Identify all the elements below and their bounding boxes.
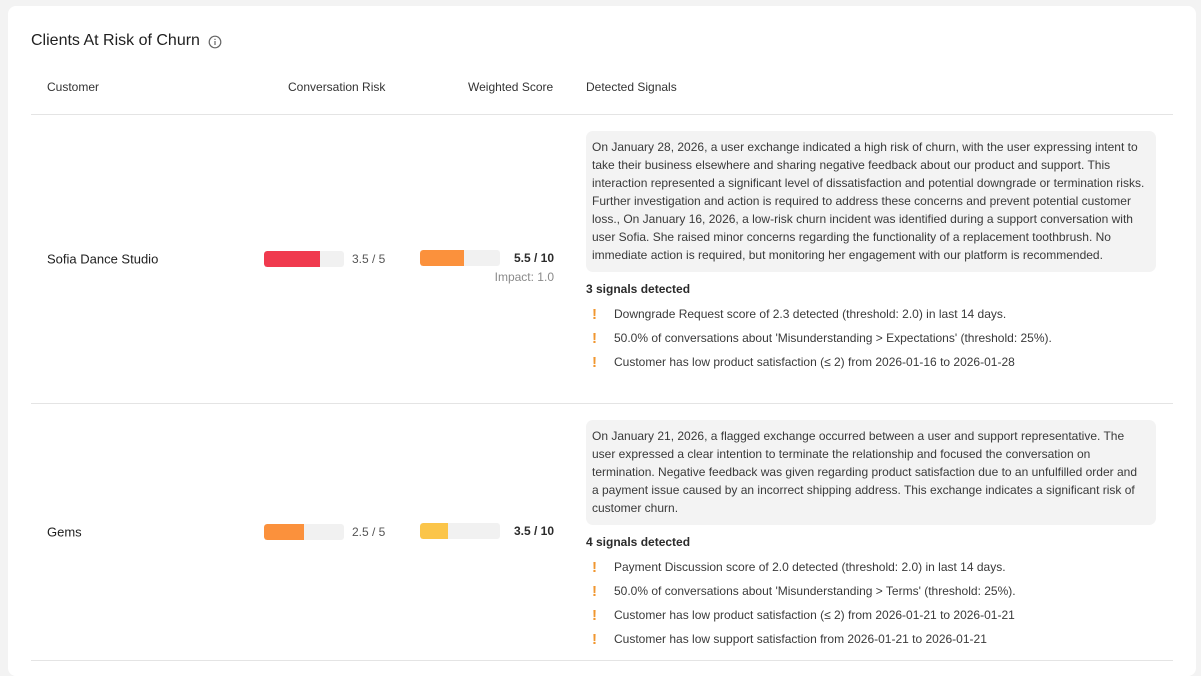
- signal-text: Payment Discussion score of 2.0 detected…: [614, 560, 1006, 574]
- risk-value: 3.5 / 5: [352, 252, 386, 266]
- warning-icon: !: [592, 329, 597, 347]
- table-header: Customer Conversation Risk Weighted Scor…: [31, 66, 1173, 115]
- risk-value: 2.5 / 5: [352, 525, 386, 539]
- signal-item: ! 50.0% of conversations about 'Misunder…: [586, 326, 1156, 350]
- card-header: Clients At Risk of Churn: [31, 32, 222, 50]
- signal-text: 50.0% of conversations about 'Misunderst…: [614, 331, 1052, 345]
- weighted-score-cell: 5.5 / 10 Impact: 1.0: [420, 250, 554, 284]
- signal-item: ! Customer has low product satisfaction …: [586, 350, 1156, 374]
- impact-value: Impact: 1.0: [494, 270, 554, 284]
- signals-count: 3 signals detected: [586, 282, 691, 296]
- signal-text: Customer has low support satisfaction fr…: [614, 632, 987, 646]
- signal-text: 50.0% of conversations about 'Misunderst…: [614, 584, 1016, 598]
- signal-item: ! Customer has low product satisfaction …: [586, 603, 1156, 627]
- score-value: 3.5 / 10: [513, 524, 554, 538]
- risk-bar-track: [264, 251, 344, 267]
- table-row[interactable]: Sofia Dance Studio 3.5 / 5 5.5 / 10 Impa…: [31, 115, 1173, 404]
- score-value: 5.5 / 10: [513, 251, 554, 265]
- score-bar-track: [420, 250, 500, 266]
- signal-item: ! Downgrade Request score of 2.3 detecte…: [586, 302, 1156, 326]
- detected-signals-cell: On January 21, 2026, a flagged exchange …: [586, 420, 1156, 651]
- card-title: Clients At Risk of Churn: [31, 32, 200, 49]
- warning-icon: !: [592, 305, 597, 323]
- info-circle-icon[interactable]: [208, 35, 222, 49]
- warning-icon: !: [592, 353, 597, 371]
- risk-bar-track: [264, 524, 344, 540]
- signals-count: 4 signals detected: [586, 535, 691, 549]
- warning-icon: !: [592, 582, 597, 600]
- customer-name[interactable]: Sofia Dance Studio: [47, 251, 159, 267]
- signal-summary: On January 28, 2026, a user exchange ind…: [586, 131, 1156, 272]
- churn-risk-card: Clients At Risk of Churn Customer Conver…: [8, 6, 1196, 676]
- risk-bar-fill: [264, 524, 304, 540]
- signal-item: ! 50.0% of conversations about 'Misunder…: [586, 579, 1156, 603]
- column-header-weighted-score[interactable]: Weighted Score: [468, 80, 554, 94]
- signal-text: Customer has low product satisfaction (≤…: [614, 608, 1015, 622]
- customer-name[interactable]: Gems: [47, 524, 82, 540]
- warning-icon: !: [592, 630, 597, 648]
- signal-text: Downgrade Request score of 2.3 detected …: [614, 307, 1007, 321]
- conversation-risk-cell: 3.5 / 5: [264, 251, 385, 267]
- score-bar-fill: [420, 250, 464, 266]
- risk-bar-fill: [264, 251, 320, 267]
- conversation-risk-cell: 2.5 / 5: [264, 524, 385, 540]
- signal-summary: On January 21, 2026, a flagged exchange …: [586, 420, 1156, 525]
- warning-icon: !: [592, 558, 597, 576]
- signal-item: ! Payment Discussion score of 2.0 detect…: [586, 555, 1156, 579]
- score-bar-fill: [420, 523, 448, 539]
- column-header-detected-signals[interactable]: Detected Signals: [586, 80, 677, 94]
- signal-text: Customer has low product satisfaction (≤…: [614, 355, 1015, 369]
- warning-icon: !: [592, 606, 597, 624]
- detected-signals-cell: On January 28, 2026, a user exchange ind…: [586, 131, 1156, 374]
- signal-list: ! Payment Discussion score of 2.0 detect…: [586, 555, 1156, 651]
- weighted-score-cell: 3.5 / 10: [420, 523, 554, 539]
- table-row[interactable]: Gems 2.5 / 5 3.5 / 10 On January 21, 202…: [31, 404, 1173, 661]
- signal-list: ! Downgrade Request score of 2.3 detecte…: [586, 302, 1156, 374]
- signal-item: ! Customer has low support satisfaction …: [586, 627, 1156, 651]
- score-bar-track: [420, 523, 500, 539]
- column-header-customer[interactable]: Customer: [47, 80, 100, 94]
- column-header-conversation-risk[interactable]: Conversation Risk: [288, 80, 386, 94]
